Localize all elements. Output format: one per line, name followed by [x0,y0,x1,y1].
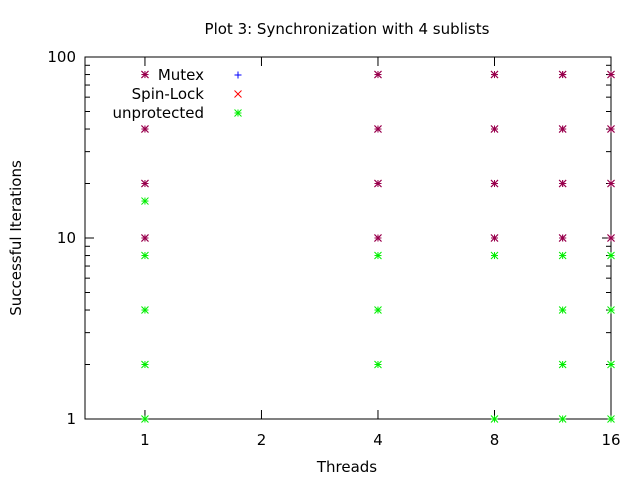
data-point [374,70,382,79]
data-point [607,251,615,260]
data-point [490,179,499,188]
data-point [490,125,499,133]
data-point [490,415,499,423]
data-point [374,179,382,188]
y-axis: 1 10 100 [47,48,611,428]
series-spin-lock [141,70,615,242]
x-tick-label: 8 [490,431,500,449]
legend-item: unprotected [112,104,242,122]
data-point [607,179,615,188]
data-point [374,360,382,369]
data-point [558,306,567,314]
legend-label: Mutex [158,66,204,84]
x-tick-label: 16 [601,431,620,449]
y-tick-label: 10 [57,229,76,247]
chart-title: Plot 3: Synchronization with 4 sublists [205,20,490,38]
data-point [141,306,149,314]
data-point [607,360,615,369]
x-tick-label: 2 [257,431,267,449]
data-point [558,251,567,260]
data-point [141,70,149,79]
x-axis: 1 2 4 8 16 [140,57,621,449]
data-point [374,234,382,242]
data-point [141,125,149,133]
data-point [374,125,382,133]
legend-item: Spin-Lock [132,85,242,103]
data-point [607,125,615,133]
data-point [141,179,149,188]
legend-marker [234,90,242,98]
x-tick-label: 1 [140,431,150,449]
data-point [490,251,499,260]
data-point [141,251,149,260]
data-point [607,234,615,242]
data-point [558,125,567,133]
y-tick-label: 1 [66,410,76,428]
data-point [141,360,149,369]
data-point [558,360,567,369]
series-unprotected [141,197,615,423]
data-point [607,415,615,423]
data-point [374,251,382,260]
data-point [558,179,567,188]
legend-marker [234,71,242,79]
data-point [558,415,567,423]
x-axis-label: Threads [316,458,377,476]
data-point [141,234,149,242]
data-point [607,70,615,79]
data-point [141,415,149,423]
data-point [558,70,567,79]
data-point [490,234,499,242]
data-point [141,197,149,205]
data-point [607,306,615,314]
data-point [374,306,382,314]
legend-item: Mutex [158,66,242,84]
legend-label: Spin-Lock [132,85,205,103]
data-point [558,234,567,242]
data-point [490,70,499,79]
legend-marker [234,109,242,117]
y-axis-label: Successful Iterations [7,160,25,316]
series-mutex [141,70,615,242]
legend-label: unprotected [112,104,204,122]
x-tick-label: 4 [373,431,383,449]
data-points [141,70,615,423]
y-tick-label: 100 [47,48,76,66]
